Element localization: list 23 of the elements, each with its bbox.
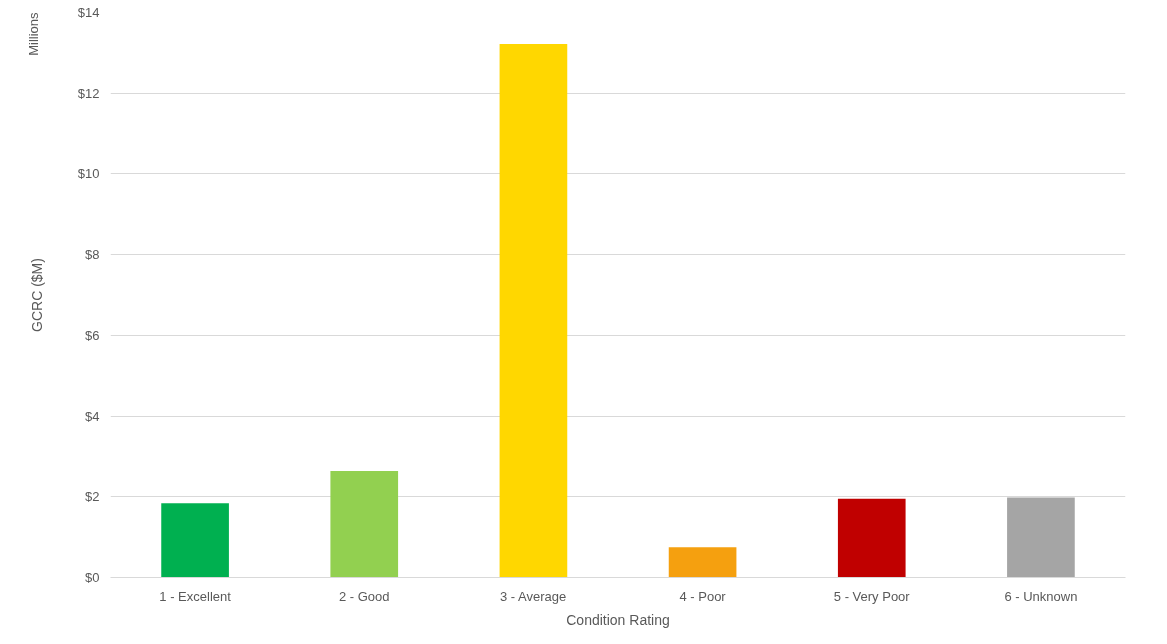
- x-axis-title: Condition Rating: [566, 611, 670, 628]
- bar: [330, 470, 399, 578]
- y-tick-label: $6: [85, 327, 100, 343]
- bar: [837, 498, 906, 578]
- y-tick-label: $14: [77, 5, 100, 20]
- x-tick-label: 3 - Average: [499, 588, 567, 604]
- text: Millions: [25, 12, 41, 56]
- bar: [668, 547, 737, 578]
- y-tick-label: $2: [85, 489, 100, 505]
- bar: [499, 43, 568, 578]
- y-tick-label: $12: [77, 85, 100, 101]
- x-tick-label: 2 - Good: [338, 588, 390, 604]
- y-axis-title: GCRC ($M): [28, 258, 45, 332]
- y-tick-label: $0: [85, 570, 100, 585]
- x-tick-label: 4 - Poor: [679, 588, 727, 604]
- y-tick-label: $4: [85, 408, 100, 424]
- x-tick-label: 6 - Unknown: [1004, 588, 1078, 604]
- bar: [1007, 497, 1075, 578]
- bar: [161, 503, 229, 578]
- y-tick-label: $8: [85, 247, 100, 263]
- x-tick-label: 1 - Excellent: [159, 588, 232, 604]
- y-tick-label: $10: [77, 166, 100, 182]
- x-tick-label: 5 - Very Poor: [833, 588, 911, 604]
